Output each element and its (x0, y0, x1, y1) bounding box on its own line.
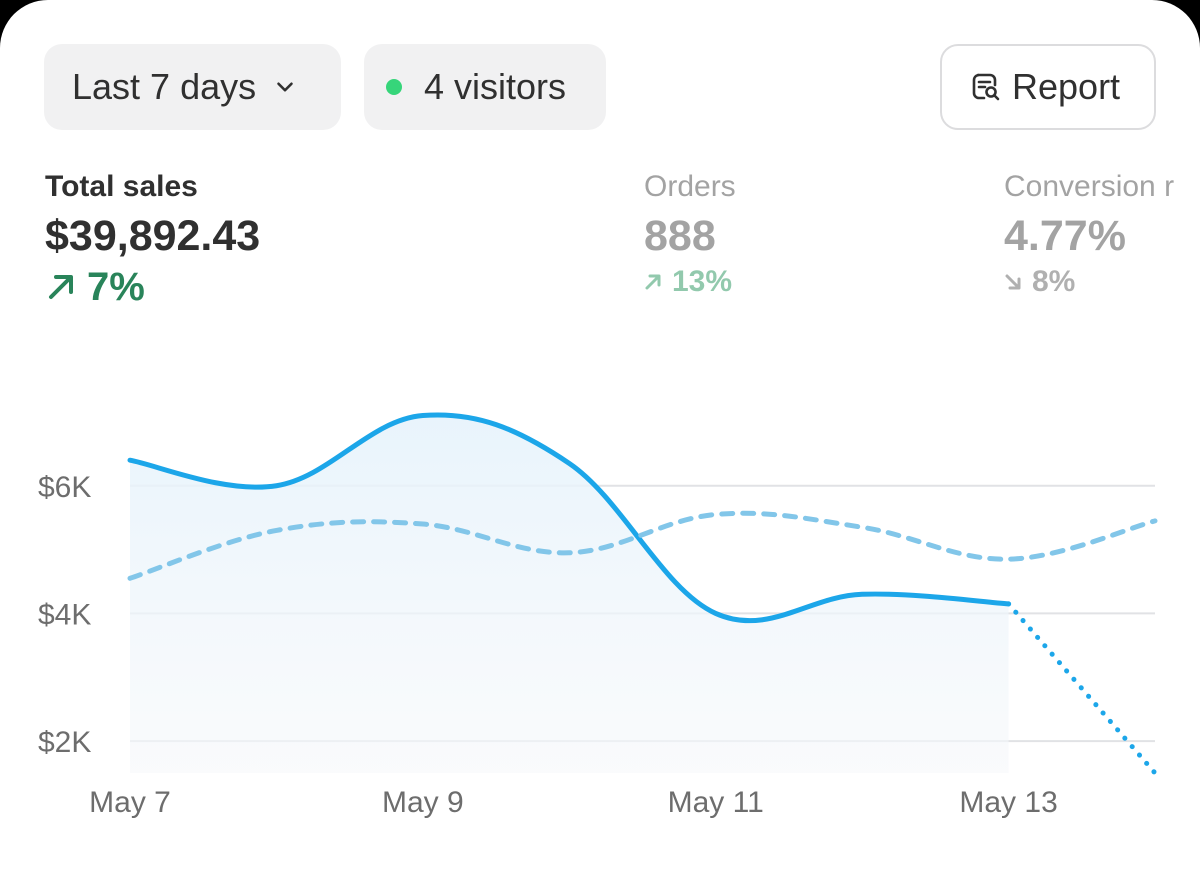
metric-delta: 8% (1004, 264, 1174, 300)
metric-label: Total sales (45, 170, 198, 203)
report-label: Report (1012, 66, 1121, 107)
sales-line-chart[interactable]: $6K $4K $2K May 7 May 9 May 11 May 13 (0, 330, 1200, 873)
date-range-dropdown[interactable]: Last 7 days (44, 44, 341, 130)
report-button[interactable]: Report (940, 44, 1156, 130)
metric-value: 4.77% (1004, 212, 1126, 260)
live-status-dot (386, 79, 402, 95)
x-tick-label: May 13 (959, 786, 1057, 819)
x-tick-label: May 11 (668, 786, 764, 819)
arrow-up-right-icon (49, 275, 73, 299)
visitors-label: 4 visitors (424, 66, 567, 107)
arrow-up-right-icon (645, 274, 661, 290)
y-tick-label: $2K (38, 726, 91, 759)
y-tick-label: $6K (38, 471, 91, 504)
metric-delta-value: 8% (1032, 265, 1076, 298)
y-tick-label: $4K (38, 598, 91, 631)
live-visitors-badge[interactable]: 4 visitors (364, 44, 606, 130)
metric-delta-value: 7% (87, 265, 145, 309)
report-search-icon (972, 73, 1000, 101)
sales-area-fill (130, 414, 1009, 773)
x-tick-label: May 7 (89, 786, 171, 819)
previous-period-line[interactable] (127, 510, 1158, 581)
current-period-line[interactable] (127, 412, 1012, 624)
metric-label: Conversion r (1004, 170, 1175, 203)
metric-delta-value: 13% (672, 265, 733, 298)
metric-total-sales[interactable]: Total sales $39,892.43 7% (45, 170, 260, 310)
metric-delta: 13% (644, 264, 736, 300)
metric-value: $39,892.43 (45, 212, 261, 260)
date-range-label: Last 7 days (72, 66, 257, 107)
x-tick-label: May 9 (382, 786, 464, 819)
metric-conversion-rate[interactable]: Conversion r 4.77% 8% (1004, 170, 1174, 300)
arrow-down-right-icon (1005, 274, 1021, 290)
metric-orders[interactable]: Orders 888 13% (644, 170, 736, 300)
metric-value: 888 (644, 212, 716, 260)
metric-delta: 7% (45, 264, 260, 310)
metric-label: Orders (644, 170, 736, 203)
chevron-down-icon (277, 82, 293, 92)
projected-period-line[interactable] (1006, 601, 1158, 776)
